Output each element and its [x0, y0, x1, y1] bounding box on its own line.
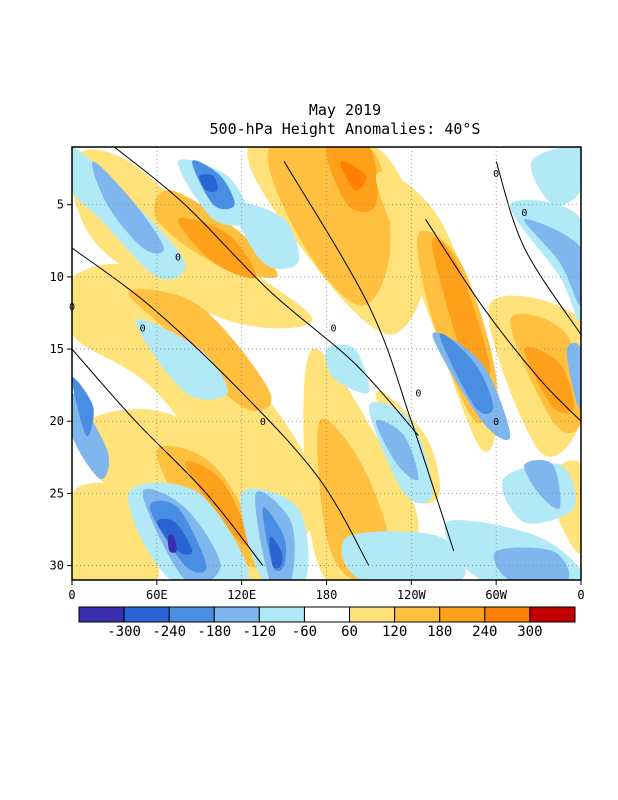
y-tick-label: 25	[50, 486, 64, 500]
colorbar-label: 240	[472, 624, 497, 640]
colorbar-label: 180	[427, 624, 452, 640]
anomaly-band	[269, 536, 283, 569]
colorbar-swatch	[529, 606, 576, 623]
zero-contour-label: 0	[331, 323, 337, 334]
anomaly-band	[524, 219, 581, 306]
colorbar-swatch	[258, 606, 305, 623]
colorbar-label: -120	[243, 624, 277, 640]
grid-lines	[72, 147, 581, 580]
anomaly-band	[72, 263, 320, 543]
anomaly-band	[325, 344, 370, 394]
colorbar-swatch	[78, 606, 125, 623]
x-tick-label: 60E	[146, 588, 168, 602]
anomaly-band	[530, 147, 581, 206]
y-tick-label: 30	[50, 559, 64, 573]
colorbar	[78, 606, 576, 623]
anomaly-band	[340, 161, 367, 191]
anomaly-band	[439, 333, 494, 415]
anomaly-band	[510, 199, 581, 322]
zero-contour-line	[114, 147, 419, 437]
x-tick-label: 0	[68, 588, 75, 602]
x-tick-label: 120E	[227, 588, 256, 602]
x-tick-label: 0	[577, 588, 584, 602]
x-tick-label: 60W	[485, 588, 507, 602]
anomaly-band	[92, 161, 164, 254]
y-axis-ticks: 5 10 15 20 25 30	[50, 198, 72, 573]
chart-title-line1: May 2019	[309, 101, 381, 119]
x-tick-label: 180	[316, 588, 338, 602]
anomaly-band	[566, 342, 581, 409]
anomaly-band	[156, 518, 193, 555]
zero-contour-label: 0	[140, 323, 146, 334]
zero-contour-line	[283, 161, 455, 552]
anomaly-band	[493, 547, 570, 580]
y-tick-label: 5	[57, 198, 64, 212]
colorbar-label: 120	[382, 624, 407, 640]
y-tick-label: 10	[50, 270, 64, 284]
anomaly-bands	[72, 147, 581, 580]
colorbar-swatch	[168, 606, 215, 623]
anomaly-band	[199, 174, 218, 193]
anomaly-band	[167, 534, 177, 553]
colorbar-swatch	[123, 606, 170, 623]
colorbar-swatch	[484, 606, 531, 623]
colorbar-label: -180	[197, 624, 231, 640]
x-axis-ticks: 0 60E 120E 180 120W 60W 0	[68, 580, 585, 602]
colorbar-swatch	[303, 606, 351, 623]
zero-contour-line	[425, 218, 581, 422]
x-tick-label: 120W	[397, 588, 427, 602]
zero-contour-label: 0	[493, 169, 499, 180]
colorbar-swatch	[349, 606, 396, 623]
anomaly-band	[341, 531, 466, 580]
y-tick-label: 20	[50, 414, 64, 428]
zero-contour-label: 0	[521, 208, 527, 219]
colorbar-labels: -300 -240 -180 -120 -60 60 120 180 240 300	[107, 624, 542, 640]
y-tick-label: 15	[50, 342, 64, 356]
colorbar-label: 300	[517, 624, 542, 640]
zero-contour-label: 0	[415, 388, 421, 399]
colorbar-label: -300	[107, 624, 141, 640]
anomaly-band	[524, 346, 575, 414]
anomaly-band	[375, 419, 419, 481]
colorbar-swatch	[213, 606, 260, 623]
chart-title-line2: 500-hPa Height Anomalies: 40°S	[210, 120, 481, 138]
colorbar-swatch	[439, 606, 486, 623]
colorbar-swatch	[394, 606, 441, 623]
zero-contour-line	[72, 348, 264, 566]
colorbar-label: -240	[152, 624, 186, 640]
zero-contours	[72, 147, 581, 566]
anomaly-band	[184, 461, 250, 545]
anomaly-band	[524, 459, 561, 509]
zero-contour-label: 0	[260, 417, 266, 428]
zero-contour-line	[72, 247, 370, 566]
anomaly-band	[234, 202, 300, 269]
anomaly-band	[177, 217, 257, 279]
colorbar-label: -60	[292, 624, 317, 640]
zero-contour-label: 0	[175, 253, 181, 264]
anomaly-band	[135, 318, 228, 400]
colorbar-label: 60	[341, 624, 358, 640]
zero-contour-line	[495, 161, 581, 335]
zero-contour-label: 0	[493, 417, 499, 428]
